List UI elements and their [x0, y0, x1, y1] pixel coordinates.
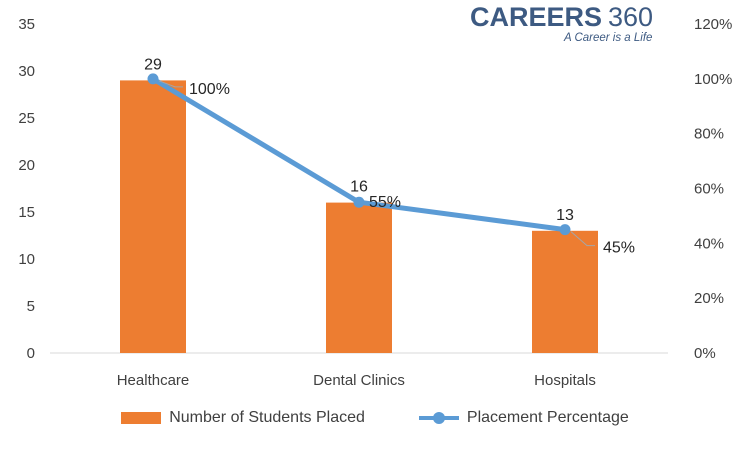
left-tick-label: 20 [18, 157, 35, 174]
left-tick-label: 15 [18, 204, 35, 221]
left-tick-label: 30 [18, 63, 35, 80]
brand-tagline: A Career is a Life [563, 32, 652, 44]
legend: Number of Students Placed Placement Perc… [0, 400, 750, 436]
legend-label-line: Placement Percentage [466, 409, 629, 426]
bar-healthcare [120, 80, 186, 354]
brand-name: CAREERS [470, 2, 602, 32]
left-tick-label: 35 [18, 16, 35, 33]
label-leader-line [158, 80, 183, 88]
line-value-label: 55% [369, 194, 401, 211]
left-tick-label: 10 [18, 251, 35, 268]
right-tick-label: 60% [694, 181, 724, 198]
legend-item-line: Placement Percentage [418, 409, 629, 427]
bar-hospitals [532, 230, 598, 353]
left-tick-label: 5 [27, 298, 35, 315]
brand-number: 360 [608, 2, 653, 32]
line-value-label: 100% [189, 81, 230, 98]
left-tick-label: 25 [18, 110, 35, 127]
left-axis-ticks: 0 5 10 15 20 25 30 35 [18, 16, 35, 362]
right-tick-label: 40% [694, 235, 724, 252]
category-label: Hospitals [534, 372, 596, 389]
right-tick-label: 20% [694, 290, 724, 307]
line-point [559, 224, 571, 236]
right-tick-label: 120% [694, 16, 732, 33]
line-point [353, 196, 365, 208]
bar-value-label: 13 [556, 207, 574, 224]
bar-value-label: 29 [144, 56, 162, 73]
careers360-logo: CAREERS 360 A Career is a Life [470, 2, 653, 44]
bar-value-label: 16 [350, 179, 368, 196]
line-value-label: 45% [603, 240, 635, 257]
bar-dental-clinics [326, 202, 392, 353]
left-tick-label: 0 [27, 345, 35, 362]
line-point [147, 73, 159, 85]
legend-item-bar: Number of Students Placed [121, 409, 365, 427]
right-tick-label: 0% [694, 345, 716, 362]
legend-label-bar: Number of Students Placed [169, 409, 365, 426]
label-leader-line [570, 231, 595, 247]
right-axis-ticks: 0% 20% 40% 60% 80% 100% 120% [694, 16, 732, 362]
chart-area: 0 5 10 15 20 25 30 35 0% 20% 40% 60% 80% 100% 120% 29… [18, 2, 732, 389]
bar-series: 29 16 13 [120, 56, 598, 354]
legend-line-swatch [418, 411, 459, 425]
right-tick-label: 100% [694, 71, 732, 88]
legend-bar-swatch [121, 412, 162, 424]
right-tick-label: 80% [694, 126, 724, 143]
category-label: Healthcare [117, 372, 190, 389]
category-labels: Healthcare Dental Clinics Hospitals [117, 372, 596, 389]
category-label: Dental Clinics [313, 372, 405, 389]
line-series: 100% 55% 45% [147, 73, 635, 257]
